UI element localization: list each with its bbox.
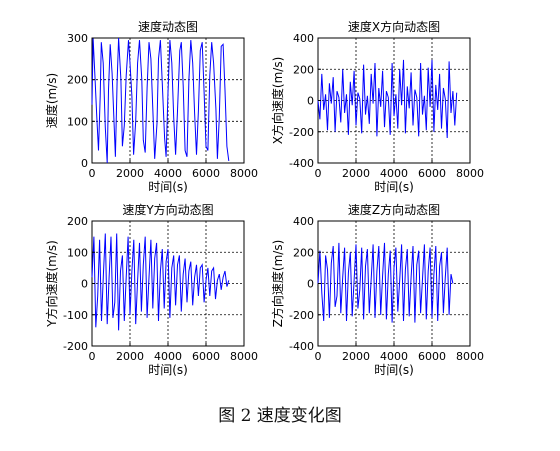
chart2-xtick-label: 6000 (418, 167, 446, 180)
chart4-xtick-label: 6000 (418, 350, 446, 363)
chart3-ytick-label: 0 (81, 278, 88, 291)
chart4-ytick-label: 400 (293, 215, 314, 228)
chart3-xtick-label: 6000 (192, 350, 220, 363)
chart4-xlabel: 时间(s) (374, 363, 414, 377)
chart4-ytick-label: -200 (289, 309, 314, 322)
chart3-ytick-label: -100 (63, 309, 88, 322)
chart3-xtick-label: 0 (89, 350, 96, 363)
chart1-ytick-label: 0 (81, 157, 88, 170)
chart1-series-line (91, 37, 230, 164)
chart4-xtick-label: 8000 (456, 350, 484, 363)
chart3-ytick-label: 100 (67, 246, 88, 259)
chart4-xtick-label: 0 (315, 350, 322, 363)
chart1-xlabel: 时间(s) (148, 180, 188, 194)
chart3-xtick-label: 2000 (116, 350, 144, 363)
chart3-ylabel: Y方向速度(m/s) (44, 240, 59, 328)
chart2-ytick-label: 0 (307, 95, 314, 108)
chart1-xtick-label: 6000 (192, 167, 220, 180)
chart3-xtick-label: 8000 (230, 350, 258, 363)
chart4-ytick-label: 0 (307, 278, 314, 291)
chart1-xtick-label: 8000 (230, 167, 258, 180)
chart2-xtick-label: 0 (315, 167, 322, 180)
chart1-xtick-label: 0 (89, 167, 96, 180)
chart2-xtick-label: 4000 (380, 167, 408, 180)
chart3-title: 速度Y方向动态图 (122, 202, 213, 217)
chart4-xtick-label: 2000 (342, 350, 370, 363)
chart1-title: 速度动态图 (138, 19, 198, 34)
chart2-ytick-label: 400 (293, 32, 314, 45)
chart3-ytick-label: 200 (67, 215, 88, 228)
chart4-title: 速度Z方向动态图 (348, 202, 440, 217)
chart3-xlabel: 时间(s) (148, 363, 188, 377)
chart2-series-line (317, 59, 458, 139)
chart4-ytick-label: -400 (289, 340, 314, 353)
chart1-ytick-label: 200 (67, 74, 88, 87)
chart4-xtick-label: 4000 (380, 350, 408, 363)
chart3-series-line (91, 233, 230, 331)
chart4-ytick-label: 200 (293, 246, 314, 259)
chart1-xtick-label: 2000 (116, 167, 144, 180)
chart2-title: 速度X方向动态图 (348, 19, 440, 34)
chart1-xtick-label: 4000 (154, 167, 182, 180)
chart4-ylabel: Z方向速度(m/s) (270, 240, 285, 328)
chart2-xlabel: 时间(s) (374, 180, 414, 194)
chart3-xtick-label: 4000 (154, 350, 182, 363)
chart1-ylabel: 速度(m/s) (44, 73, 59, 128)
chart2-ylabel: X方向速度(m/s) (270, 57, 285, 145)
chart2-ytick-label: -400 (289, 157, 314, 170)
chart4-series-line (317, 242, 454, 323)
chart2-xtick-label: 2000 (342, 167, 370, 180)
chart1-ytick-label: 100 (67, 115, 88, 128)
figure-caption: 图 2 速度变化图 (218, 406, 342, 426)
chart2-ytick-label: -200 (289, 126, 314, 139)
chart1-ytick-label: 300 (67, 32, 88, 45)
chart3-ytick-label: -200 (63, 340, 88, 353)
chart2-xtick-label: 8000 (456, 167, 484, 180)
chart2-ytick-label: 200 (293, 63, 314, 76)
